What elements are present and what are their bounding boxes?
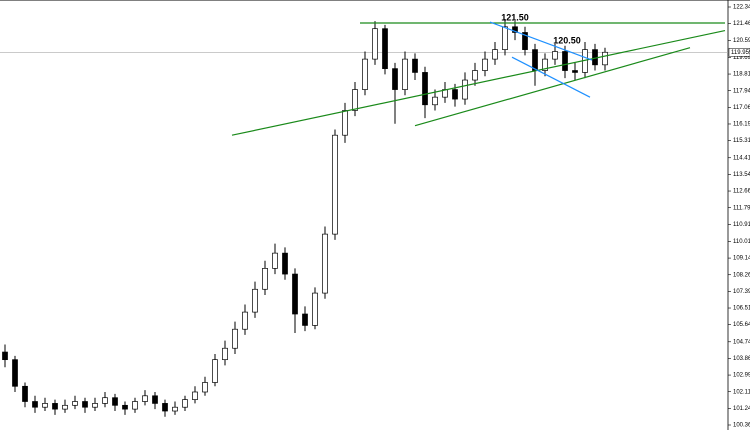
- candle-body: [352, 89, 358, 111]
- candle-body: [32, 401, 38, 408]
- y-tick-label: 117.065: [733, 105, 750, 111]
- y-tick-label: 100.365: [733, 423, 750, 429]
- y-tick-label: 116.190: [733, 122, 750, 128]
- candle-body: [402, 58, 408, 90]
- y-tick-label: 117.940: [733, 88, 750, 94]
- candle-body: [312, 292, 318, 326]
- candle-body: [82, 401, 88, 408]
- candle-body: [192, 391, 198, 400]
- candle-body: [222, 347, 228, 361]
- y-tick-label: 115.315: [733, 138, 750, 144]
- y-tick-label: 121.465: [733, 21, 750, 27]
- y-tick-label: 109.140: [733, 256, 750, 262]
- candle-body: [142, 395, 148, 402]
- candle-body: [292, 273, 298, 315]
- candle-body: [462, 79, 468, 100]
- y-tick-label: 101.240: [733, 406, 750, 412]
- candle-body: [432, 96, 438, 106]
- candle-body: [522, 32, 528, 50]
- annotation: 120.50: [553, 35, 581, 45]
- candle-body: [252, 288, 258, 313]
- candle-body: [342, 110, 348, 136]
- candle-body: [102, 397, 108, 404]
- candle-body: [492, 49, 498, 60]
- candle-body: [152, 395, 158, 404]
- candle-body: [552, 51, 558, 60]
- candle-body: [182, 399, 188, 408]
- y-tick-label: 108.265: [733, 272, 750, 278]
- candle-body: [502, 26, 508, 50]
- candle-body: [512, 26, 518, 33]
- candle-body: [562, 51, 568, 71]
- y-tick-label: 122.340: [733, 5, 750, 11]
- candle-body: [322, 233, 328, 294]
- candle-body: [202, 382, 208, 393]
- candle-body: [262, 268, 268, 290]
- candle-body: [92, 403, 98, 408]
- annotation: 121.50: [501, 13, 529, 23]
- y-tick-label: 102.990: [733, 373, 750, 379]
- candle-body: [532, 49, 538, 71]
- candle-body: [132, 401, 138, 410]
- candle-body: [412, 58, 418, 73]
- trendline: [231, 29, 726, 136]
- candle-body: [72, 401, 78, 406]
- y-tick-label: 113.540: [733, 172, 750, 178]
- y-tick-label: 111.790: [733, 205, 750, 211]
- candle-body: [122, 404, 128, 410]
- candle-body: [2, 351, 8, 361]
- candle-body: [112, 397, 118, 406]
- candle-body: [382, 28, 388, 69]
- candle-body: [162, 403, 168, 412]
- trendline: [489, 21, 593, 61]
- y-tick-label: 112.665: [733, 189, 750, 195]
- candle-body: [372, 28, 378, 60]
- candle-body: [572, 70, 578, 73]
- candle-body: [332, 134, 338, 235]
- last-price-box: [728, 48, 750, 57]
- candle-body: [362, 58, 368, 90]
- candle-body: [392, 68, 398, 90]
- candle-body: [242, 311, 248, 330]
- y-tick-label: 102.115: [733, 389, 750, 395]
- y-tick-label: 120.590: [733, 38, 750, 44]
- candle-body: [472, 70, 478, 81]
- candle-body: [232, 328, 238, 349]
- candle-body: [422, 72, 428, 106]
- candle-body: [42, 403, 48, 408]
- candle-body: [482, 58, 488, 71]
- y-tick-label: 110.015: [733, 239, 750, 245]
- candle-body: [452, 89, 458, 100]
- candle-body: [212, 359, 218, 383]
- y-tick-label: 119.690: [733, 55, 750, 61]
- candle-body: [12, 359, 18, 387]
- candle-body: [272, 252, 278, 269]
- y-tick-label: 114.415: [733, 155, 750, 161]
- candle-body: [542, 58, 548, 71]
- candle-body: [302, 313, 308, 326]
- y-tick-label: 105.640: [733, 322, 750, 328]
- y-tick-label: 110.915: [733, 222, 750, 228]
- y-tick-label: 104.740: [733, 339, 750, 345]
- y-tick-label: 103.865: [733, 356, 750, 362]
- candle-body: [282, 252, 288, 275]
- candle-body: [62, 404, 68, 410]
- candle-body: [52, 403, 58, 410]
- y-tick-label: 106.515: [733, 306, 750, 312]
- last-price-label: 119.959: [731, 50, 750, 56]
- trendline: [511, 56, 591, 98]
- trendline: [414, 47, 691, 127]
- y-tick-label: 118.815: [733, 72, 750, 78]
- y-tick-label: 107.390: [733, 289, 750, 295]
- candle-body: [22, 385, 28, 402]
- candle-body: [172, 406, 178, 412]
- candle-body: [602, 51, 608, 66]
